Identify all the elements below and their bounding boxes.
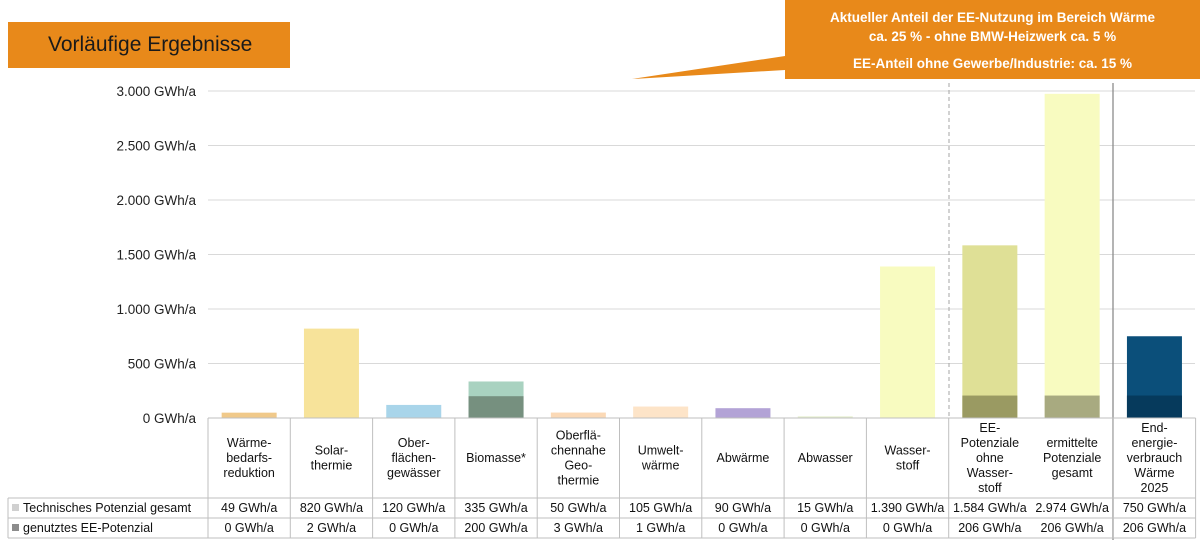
data-label: 206 GWh/a [958, 521, 1021, 535]
data-label: 200 GWh/a [464, 521, 527, 535]
category-label: Wärme-bedarfs-reduktion [223, 436, 274, 480]
bar-technical-potential [221, 412, 277, 418]
category-label: Biomasse* [466, 451, 526, 465]
data-label: 0 GWh/a [883, 521, 932, 535]
category-label: Wasser-stoff [885, 444, 931, 473]
data-label: 0 GWh/a [718, 521, 767, 535]
category-label: Abwärme [717, 451, 770, 465]
y-tick-label: 500 GWh/a [128, 357, 197, 372]
y-tick-label: 2.000 GWh/a [116, 193, 196, 208]
data-label: 0 GWh/a [224, 521, 273, 535]
y-tick-label: 1.500 GWh/a [116, 248, 196, 263]
page-title: Vorläufige Ergebnisse [8, 22, 290, 68]
bar-technical-potential [715, 408, 771, 418]
category-label: End-energie-verbrauch Wärme 2025 [1127, 421, 1183, 495]
legend-label: Technisches Potenzial gesamt [23, 501, 192, 515]
data-label: 50 GWh/a [550, 501, 606, 515]
data-label: 206 GWh/a [1041, 521, 1104, 535]
category-label: Abwasser [798, 451, 853, 465]
data-label: 0 GWh/a [389, 521, 438, 535]
data-label: 105 GWh/a [629, 501, 692, 515]
data-label: 49 GWh/a [221, 501, 277, 515]
callout-line-2: ca. 25 % - ohne BMW-Heizwerk ca. 5 % [868, 29, 1117, 44]
data-label: 90 GWh/a [715, 501, 771, 515]
bar-technical-potential [386, 404, 442, 418]
data-label: 0 GWh/a [801, 521, 850, 535]
bar-used-potential [962, 395, 1018, 418]
callout-line-3: EE-Anteil ohne Gewerbe/Industrie: ca. 15… [852, 56, 1133, 71]
bar-technical-potential [550, 412, 606, 418]
data-label: 750 GWh/a [1123, 501, 1186, 515]
data-label: 2.974 GWh/a [1035, 501, 1109, 515]
callout-line-1: Aktueller Anteil der EE-Nutzung im Berei… [829, 10, 1156, 25]
data-label: 120 GWh/a [382, 501, 445, 515]
data-label: 2 GWh/a [307, 521, 356, 535]
legend-swatch [12, 504, 19, 511]
data-label: 1 GWh/a [636, 521, 685, 535]
data-label: 1.584 GWh/a [953, 501, 1027, 515]
bar-technical-potential [880, 266, 936, 418]
bar-used-potential [1126, 395, 1182, 418]
bar-technical-potential [962, 245, 1018, 418]
y-tick-label: 2.500 GWh/a [116, 139, 196, 154]
data-label: 1.390 GWh/a [871, 501, 945, 515]
bar-used-potential [468, 396, 524, 418]
share-callout: Aktueller Anteil der EE-Nutzung im Berei… [785, 0, 1200, 79]
category-label: Ober-flächen-gewässer [387, 436, 441, 480]
bar-technical-potential [1044, 93, 1100, 419]
category-label: ermittelte Potenziale gesamt [1043, 436, 1101, 480]
data-label: 15 GWh/a [797, 501, 853, 515]
bar-technical-potential [633, 406, 689, 418]
y-tick-label: 3.000 GWh/a [116, 84, 196, 99]
bar-technical-potential [303, 328, 359, 418]
callout-pointer [632, 56, 785, 79]
y-tick-label: 1.000 GWh/a [116, 302, 196, 317]
bar-technical-potential [797, 416, 853, 418]
y-tick-label: 0 GWh/a [143, 411, 197, 426]
category-label: Umwelt-wärme [638, 444, 684, 473]
legend-swatch [12, 524, 19, 531]
data-label: 206 GWh/a [1123, 521, 1186, 535]
data-label: 335 GWh/a [464, 501, 527, 515]
data-label: 3 GWh/a [554, 521, 603, 535]
category-label: EE-Potenziale ohne Wasser-stoff [961, 421, 1019, 495]
data-label: 820 GWh/a [300, 501, 363, 515]
legend-label: genutztes EE-Potenzial [23, 521, 153, 535]
category-label: Oberflä-chennahe Geo-thermie [551, 429, 606, 488]
bar-used-potential [1044, 395, 1100, 418]
category-label: Solar-thermie [311, 444, 353, 473]
